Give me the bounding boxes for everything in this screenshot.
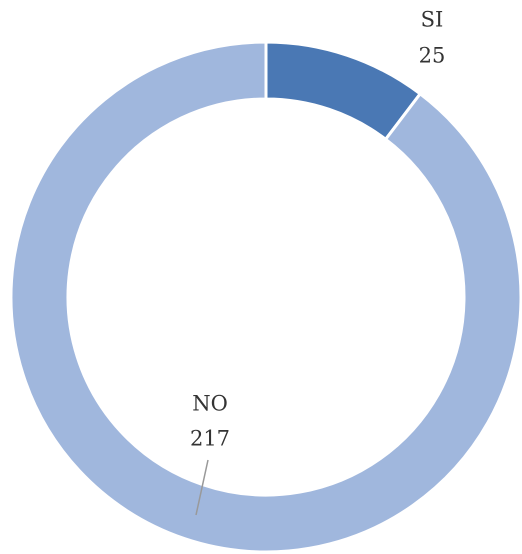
leader-line bbox=[195, 459, 209, 516]
slice-label-value: 25 bbox=[419, 44, 446, 68]
donut-slice bbox=[9, 40, 522, 554]
slice-label-name: SI bbox=[421, 8, 444, 32]
slice-label-name: NO bbox=[192, 392, 228, 416]
slice-label-value: 217 bbox=[190, 427, 230, 451]
